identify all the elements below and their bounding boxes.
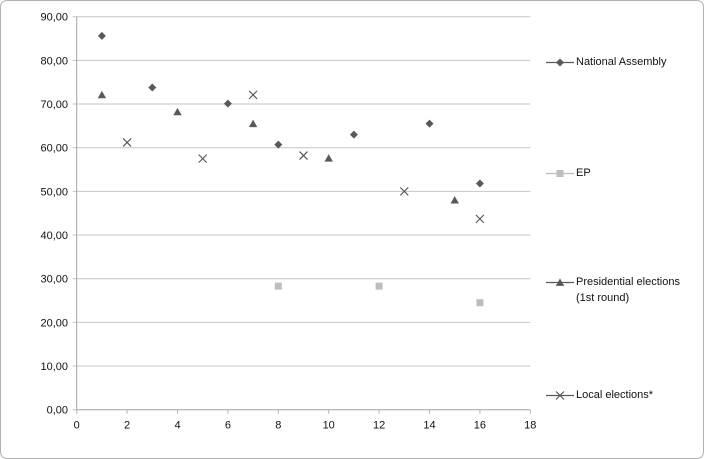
series-national-assembly <box>97 31 484 188</box>
x-tick-label: 16 <box>474 420 486 432</box>
x-tick-label: 2 <box>124 420 130 432</box>
y-tick-label: 10,00 <box>40 361 68 373</box>
x-tick-label: 6 <box>225 420 231 432</box>
y-tick-label: 30,00 <box>40 274 68 286</box>
series-ep <box>274 282 484 307</box>
y-tick-label: 60,00 <box>40 143 68 155</box>
y-tick-label: 40,00 <box>40 230 68 242</box>
y-axis-labels: 0,00 10,00 20,00 30,00 40,00 50,00 60,00 70,00 8… <box>40 12 68 417</box>
series-presidential-elections-1st-round <box>97 90 459 204</box>
x-tick-label: 14 <box>423 420 435 432</box>
x-axis-ticks <box>76 409 531 414</box>
x-axis-labels: 0 2 4 6 8 10 12 14 16 18 <box>74 420 537 432</box>
x-tick-label: 0 <box>74 420 80 432</box>
series-local-elections <box>122 90 485 224</box>
y-tick-label: 0,00 <box>47 405 68 417</box>
y-tick-label: 20,00 <box>40 317 68 329</box>
x-tick-label: 10 <box>323 420 335 432</box>
axes <box>76 16 531 411</box>
y-tick-label: 50,00 <box>40 186 68 198</box>
y-tick-label: 70,00 <box>40 99 68 111</box>
x-tick-label: 12 <box>373 420 385 432</box>
x-tick-label: 18 <box>524 420 536 432</box>
gridlines <box>72 16 531 411</box>
x-tick-label: 8 <box>275 420 281 432</box>
y-tick-label: 80,00 <box>40 55 68 67</box>
x-tick-label: 4 <box>174 420 180 432</box>
y-tick-label: 90,00 <box>40 12 68 24</box>
